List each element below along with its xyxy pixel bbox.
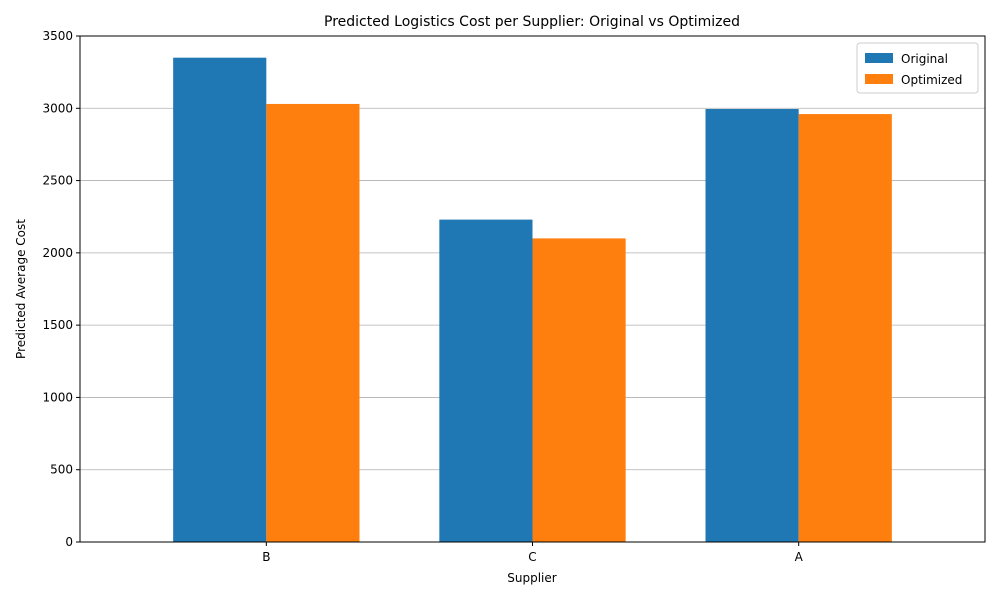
bar-original-b	[173, 57, 267, 542]
y-tick-label: 3500	[42, 29, 73, 43]
y-tick-label: 0	[65, 535, 73, 549]
y-tick-label: 2500	[42, 174, 73, 188]
bars	[173, 57, 892, 542]
bar-original-a	[705, 109, 799, 542]
legend-swatch-optimized	[865, 74, 893, 84]
x-tick-label: A	[795, 550, 804, 564]
y-tick-label: 2000	[42, 246, 73, 260]
bar-optimized-c	[532, 238, 626, 542]
x-axis-title: Supplier	[507, 571, 557, 585]
chart-title: Predicted Logistics Cost per Supplier: O…	[324, 14, 740, 30]
legend-label-original: Original	[901, 52, 948, 66]
y-tick-label: 1500	[42, 318, 73, 332]
legend-label-optimized: Optimized	[901, 73, 962, 87]
legend-swatch-original	[865, 53, 893, 63]
y-tick-label: 1000	[42, 390, 73, 404]
y-tick-label: 3000	[42, 101, 73, 115]
bar-original-c	[439, 219, 533, 542]
x-tick-label: C	[528, 550, 536, 564]
y-tick-label: 500	[50, 463, 73, 477]
bar-optimized-a	[798, 114, 892, 542]
x-tick-label: B	[262, 550, 270, 564]
y-axis-ticks: 0 500 1000 1500 2000 2500 3000 3500	[42, 29, 80, 549]
bar-optimized-b	[266, 103, 360, 542]
legend: Original Optimized	[856, 42, 979, 94]
y-axis-title: Predicted Average Cost	[14, 219, 28, 359]
